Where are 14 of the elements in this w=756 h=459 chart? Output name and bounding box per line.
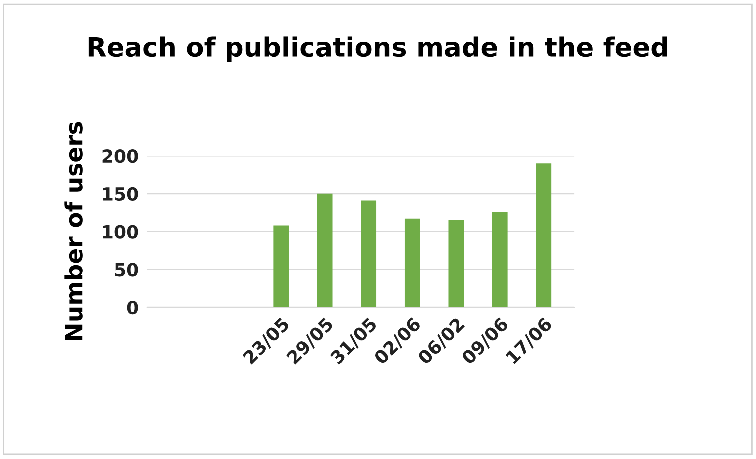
bar <box>536 164 552 308</box>
y-tick-label: 100 <box>103 225 138 239</box>
y-axis-title: Number of users <box>64 122 83 340</box>
y-tick-label: 50 <box>115 263 138 277</box>
y-tick-label: 0 <box>127 300 138 315</box>
bar <box>361 200 377 308</box>
bar <box>404 218 420 308</box>
bar <box>317 194 333 308</box>
chart-title: Reach of publications made in the feed <box>88 36 668 62</box>
y-tick-label: 200 <box>102 150 138 164</box>
bar <box>448 220 464 308</box>
y-tick-label: 150 <box>103 187 138 202</box>
bar <box>492 212 508 308</box>
bar <box>274 226 289 308</box>
